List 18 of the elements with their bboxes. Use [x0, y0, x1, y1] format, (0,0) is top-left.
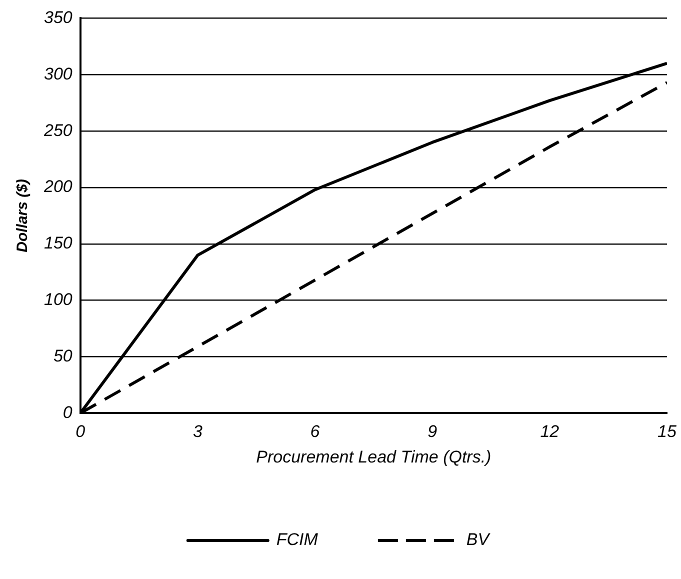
x-tick-label: 15 [658, 422, 677, 442]
y-tick-label: 100 [44, 290, 73, 310]
legend-label: FCIM [276, 530, 319, 550]
legend-label: BV [466, 530, 491, 550]
x-axis-title: Procurement Lead Time (Qtrs.) [256, 448, 492, 467]
y-tick-label: 250 [42, 120, 73, 140]
y-tick-label: 300 [44, 64, 73, 84]
y-tick-label: 0 [62, 402, 73, 422]
y-axis-title: Dollars ($) [14, 179, 32, 252]
x-tick-label: 6 [310, 422, 320, 442]
x-tick-label: 9 [428, 422, 438, 442]
x-tick-label: 3 [192, 422, 203, 442]
y-tick-label: 200 [42, 177, 73, 196]
y-tick-label: 150 [44, 234, 73, 253]
y-tick-label: 50 [53, 346, 73, 366]
x-tick-label: 0 [76, 422, 86, 442]
x-tick-label: 12 [540, 422, 560, 442]
y-tick-label: 350 [44, 8, 73, 27]
